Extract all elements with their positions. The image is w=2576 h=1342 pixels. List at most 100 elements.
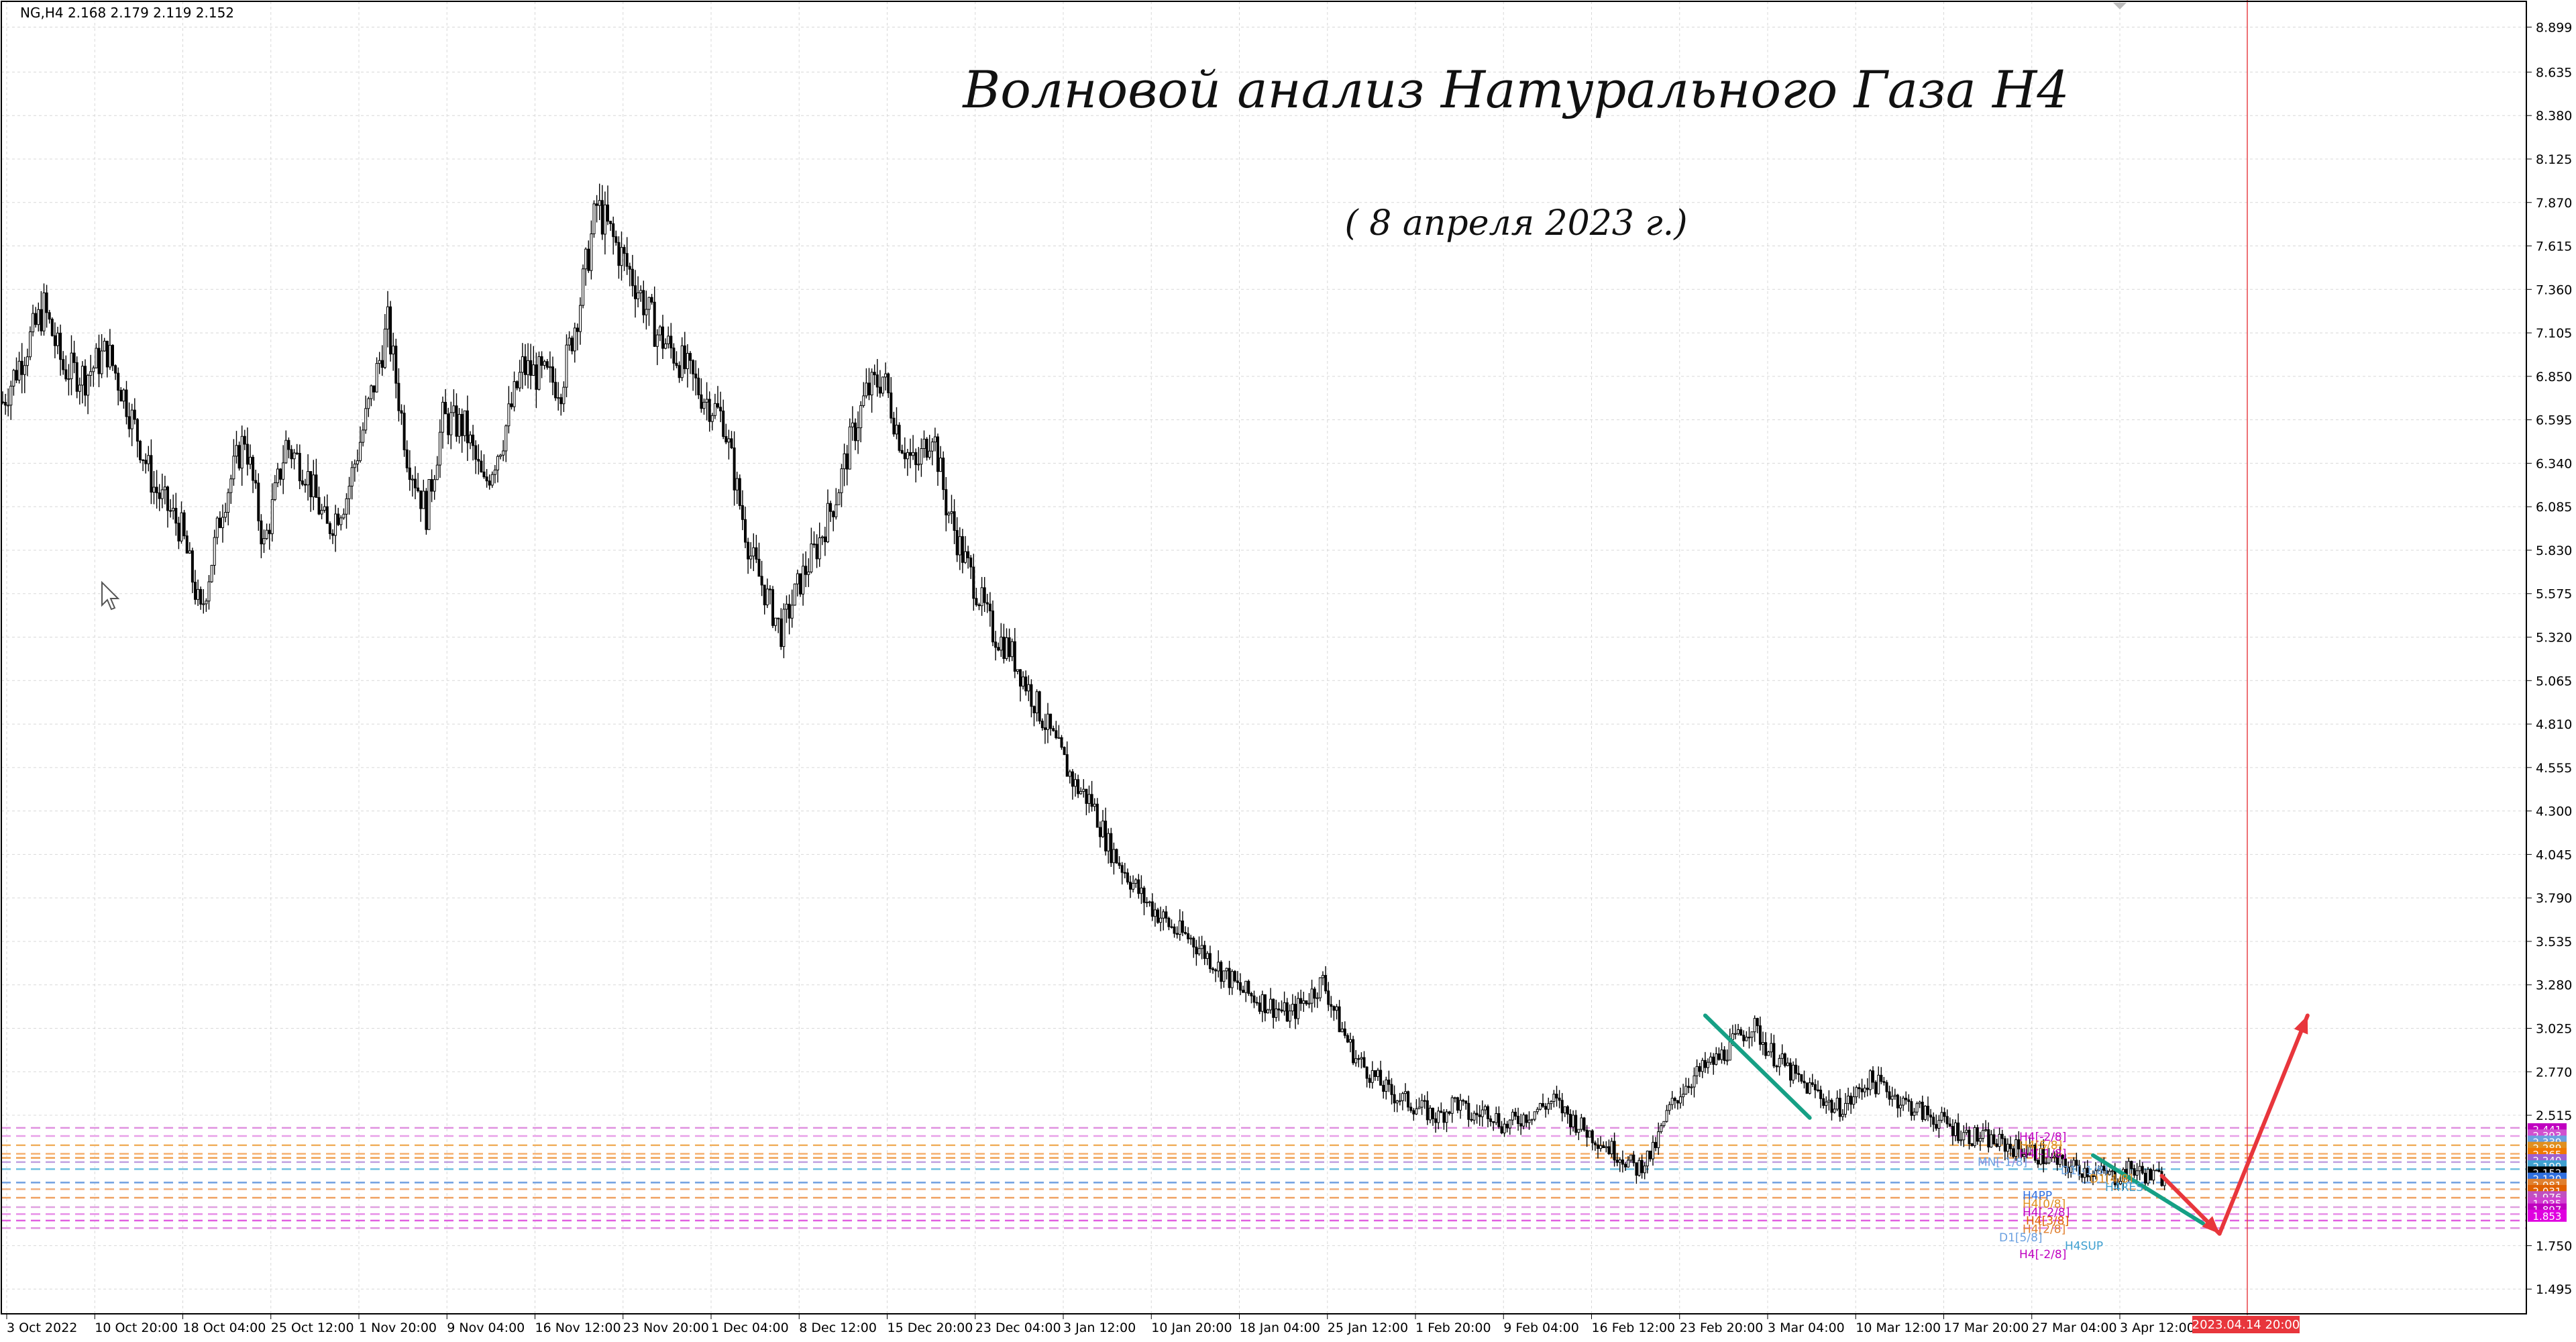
candle-body <box>620 247 623 266</box>
candle-body <box>603 204 606 235</box>
candle-body <box>1404 1091 1407 1094</box>
candle-body <box>617 242 621 266</box>
candle-body <box>172 507 175 511</box>
candle-body <box>1043 727 1046 730</box>
candle-body <box>364 408 368 431</box>
candle-body <box>249 456 252 465</box>
candle-body <box>1899 1104 1902 1108</box>
candle-body <box>252 456 255 481</box>
candle-body <box>89 371 93 376</box>
candle-body <box>527 360 530 375</box>
candle-body <box>1835 1098 1839 1110</box>
x-tick-label: 23 Dec 04:00 <box>975 1321 1061 1335</box>
wave-line <box>2091 1153 2205 1226</box>
candle-body <box>733 447 736 491</box>
candle-body <box>237 445 241 469</box>
candle-body <box>562 386 566 405</box>
candle-body <box>1927 1105 1929 1116</box>
time-axis[interactable]: 3 Oct 2022 10 Oct 20:00 18 Oct 04:00 25 Oct… <box>6 1314 2195 1335</box>
candle-body <box>763 584 766 606</box>
candle-body <box>1492 1121 1495 1123</box>
candle-body <box>2072 1159 2076 1167</box>
candle-body <box>1365 1066 1368 1079</box>
candle-body <box>1635 1162 1638 1176</box>
candle-body <box>705 399 708 403</box>
candle-body <box>909 452 912 456</box>
candle-body <box>661 326 664 349</box>
candle-body <box>719 407 722 411</box>
candle-body <box>1684 1086 1688 1095</box>
candle-body <box>1085 788 1088 804</box>
candle-body <box>1008 637 1011 658</box>
candle-body <box>1244 980 1248 993</box>
candle-body <box>529 360 533 376</box>
candle-body <box>42 292 46 331</box>
candle-body <box>372 385 376 393</box>
price-axis[interactable]: 8.899 8.635 8.380 8.125 7.870 7.615 7.360 7.105… <box>2526 20 2572 1297</box>
candle-body <box>1013 641 1016 672</box>
candle-body <box>1393 1094 1396 1104</box>
candle-body <box>1976 1127 1979 1142</box>
candle-body <box>2028 1146 2031 1155</box>
candle-body <box>1572 1115 1575 1127</box>
candle-body <box>1885 1082 1888 1092</box>
candle-body <box>317 497 321 515</box>
candle-body <box>1745 1037 1748 1041</box>
candle-body <box>1632 1154 1635 1164</box>
candle-body <box>370 385 373 399</box>
candle-body <box>788 603 791 619</box>
candle-body <box>1120 865 1124 873</box>
y-tick-label: 6.340 <box>2536 456 2572 471</box>
candle-body <box>1115 849 1118 864</box>
candle-body <box>2039 1148 2043 1165</box>
candle-body <box>312 474 315 497</box>
candle-body <box>1860 1088 1864 1092</box>
candle-body <box>1360 1057 1363 1060</box>
candle-body <box>1142 887 1146 903</box>
y-tick-label: 6.595 <box>2536 413 2572 428</box>
candle-body <box>166 486 169 511</box>
candle-body <box>975 598 978 605</box>
candle-body <box>1313 988 1316 999</box>
candle-body <box>1275 1009 1278 1018</box>
candle-body <box>12 370 15 386</box>
plot-frame <box>1 1 2527 1314</box>
candle-body <box>1057 737 1061 739</box>
candle-body <box>1937 1120 1941 1129</box>
candle-body <box>1978 1138 1982 1142</box>
candle-body <box>2152 1170 2155 1181</box>
candle-body <box>1112 849 1116 864</box>
candle-body <box>1866 1088 1869 1090</box>
candle-body <box>1808 1082 1811 1094</box>
candle-body <box>774 617 777 626</box>
candle-body <box>1395 1100 1399 1104</box>
candle-body <box>1712 1056 1715 1065</box>
x-tick-label: 10 Oct 20:00 <box>95 1321 178 1335</box>
candle-body <box>1907 1099 1911 1102</box>
candle-body <box>953 511 956 531</box>
price-badges: 2.4412.3932.3392.2892.2652.2402.1992.152… <box>2528 1123 2567 1223</box>
candle-body <box>17 360 21 380</box>
candle-body <box>829 503 833 512</box>
candle-body <box>1368 1078 1371 1083</box>
candle-body <box>103 340 106 352</box>
candle-body <box>224 512 227 518</box>
candle-body <box>988 603 991 611</box>
candle-body <box>2108 1170 2111 1176</box>
candle-body <box>1377 1070 1379 1077</box>
candle-body <box>1519 1123 1523 1127</box>
candle-body <box>417 487 420 491</box>
candle-body <box>20 360 23 375</box>
candle-body <box>232 456 235 480</box>
candle-body <box>738 478 741 507</box>
candle-body <box>1134 879 1138 884</box>
candle-body <box>405 449 409 468</box>
candle-body <box>1715 1053 1718 1065</box>
candle-body <box>452 405 455 413</box>
candle-body <box>1753 1018 1756 1033</box>
candle-body <box>2055 1155 2059 1165</box>
y-tick-label: 3.280 <box>2536 978 2572 993</box>
candle-body <box>917 464 920 466</box>
